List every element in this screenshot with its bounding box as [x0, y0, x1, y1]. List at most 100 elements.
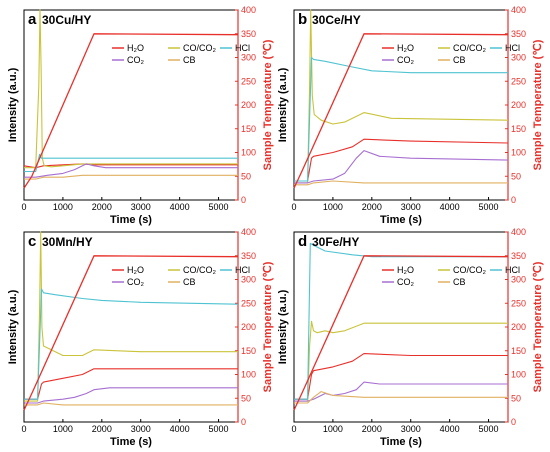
series-line-co2 [24, 387, 238, 404]
series-line-hcl [24, 288, 239, 400]
right-tick-label: 250 [511, 298, 526, 308]
right-tick-label: 150 [511, 124, 526, 134]
x-tick-label: 1000 [53, 202, 73, 212]
x-tick-label: 5000 [209, 424, 229, 434]
legend-label-co2: CO₂ [127, 55, 145, 65]
series-line-cb [24, 174, 238, 180]
series-line-co2 [294, 150, 509, 184]
right-tick-label: 100 [511, 148, 526, 158]
right-tick-label: 50 [511, 393, 521, 403]
series-line-cb [294, 180, 508, 186]
legend: H₂O CO/CO₂ HCl CO₂ CB [382, 43, 520, 65]
right-tick-label: 0 [511, 195, 516, 205]
x-axis-title: Time (s) [380, 214, 422, 226]
x-tick-label: 2000 [362, 424, 382, 434]
legend-label-coco2: CO/CO₂ [183, 265, 217, 275]
x-tick-label: 0 [291, 424, 296, 434]
panel-title: 30Ce/HY [312, 13, 361, 27]
x-tick-label: 2000 [362, 202, 382, 212]
y-axis-title-left: Intensity (a.u.) [277, 289, 289, 364]
legend-label-co2: CO₂ [397, 277, 415, 287]
series-line-h2o [294, 353, 508, 400]
panel-letter: d [298, 233, 307, 250]
x-tick-label: 3000 [131, 202, 151, 212]
y-axis-title-left: Intensity (a.u.) [7, 289, 19, 364]
x-tick-label: 1000 [323, 202, 343, 212]
series-line-coco2 [24, 231, 238, 402]
right-tick-label: 200 [241, 100, 256, 110]
series-line-temperature [23, 33, 239, 189]
x-tick-label: 4000 [440, 202, 460, 212]
x-tick-label: 2000 [92, 424, 112, 434]
right-tick-label: 300 [241, 53, 256, 63]
x-tick-label: 4000 [170, 202, 190, 212]
x-tick-label: 5000 [479, 424, 499, 434]
right-tick-label: 400 [511, 5, 526, 15]
legend-label-h2o: H₂O [397, 43, 414, 53]
series-line-cb [24, 402, 238, 406]
y-axis-title-left: Intensity (a.u.) [277, 67, 289, 142]
x-tick-label: 4000 [170, 424, 190, 434]
series-line-h2o [24, 368, 238, 400]
legend-label-hcl: HCl [235, 43, 250, 53]
x-tick-label: 1000 [53, 424, 73, 434]
right-tick-label: 100 [511, 370, 526, 380]
x-tick-label: 4000 [440, 424, 460, 434]
legend-label-coco2: CO/CO₂ [453, 43, 487, 53]
legend-label-cb: CB [183, 277, 196, 287]
series-line-hcl [294, 242, 508, 400]
y-axis-title-right: Sample Temperature (℃) [262, 39, 274, 170]
right-tick-label: 0 [511, 417, 516, 427]
legend-label-coco2: CO/CO₂ [183, 43, 217, 53]
right-tick-label: 200 [241, 322, 256, 332]
series-line-cb [294, 391, 508, 404]
right-tick-label: 350 [511, 29, 526, 39]
x-tick-label: 3000 [401, 424, 421, 434]
right-tick-label: 0 [241, 195, 246, 205]
right-tick-label: 350 [241, 251, 256, 261]
right-tick-label: 300 [241, 275, 256, 285]
right-tick-label: 400 [241, 227, 256, 237]
legend-label-h2o: H₂O [127, 43, 144, 53]
panel-letter: c [28, 233, 36, 250]
series-line-coco2 [294, 9, 509, 184]
series-line-coco2 [24, 9, 238, 169]
series-line-temperature [23, 255, 239, 411]
right-tick-label: 400 [241, 5, 256, 15]
right-tick-label: 150 [511, 346, 526, 356]
series-line-temperature [293, 255, 509, 411]
right-tick-label: 50 [511, 171, 521, 181]
legend: H₂O CO/CO₂ HCl CO₂ CB [112, 43, 250, 65]
right-tick-label: 250 [241, 298, 256, 308]
series-line-h2o [294, 138, 509, 182]
legend-label-h2o: H₂O [397, 265, 414, 275]
right-tick-label: 100 [241, 370, 256, 380]
y-axis-title-right: Sample Temperature (℃) [532, 261, 544, 392]
series-line-temperature [293, 33, 509, 189]
x-axis-title: Time (s) [110, 436, 152, 448]
right-tick-label: 300 [511, 275, 526, 285]
right-tick-label: 100 [241, 148, 256, 158]
chart-panel-a: 0 1000 2000 3000 4000 5000 0 50 100 150 200 250 300 3… [7, 5, 274, 226]
right-tick-label: 0 [241, 417, 246, 427]
x-axis-title: Time (s) [380, 436, 422, 448]
legend: H₂O CO/CO₂ HCl CO₂ CB [382, 265, 520, 287]
panel-title: 30Mn/HY [42, 235, 93, 249]
right-tick-label: 400 [511, 227, 526, 237]
panel-letter: b [298, 11, 307, 28]
series-line-coco2 [294, 320, 508, 402]
plot-frame [23, 231, 239, 423]
series-line-h2o [23, 163, 238, 169]
x-tick-label: 2000 [92, 202, 112, 212]
legend-label-h2o: H₂O [127, 265, 144, 275]
legend-label-hcl: HCl [505, 265, 520, 275]
legend-label-cb: CB [453, 277, 466, 287]
y-axis-title-right: Sample Temperature (℃) [262, 261, 274, 392]
legend: H₂O CO/CO₂ HCl CO₂ CB [112, 265, 250, 287]
plot-frame [293, 9, 509, 201]
x-tick-label: 0 [291, 202, 296, 212]
right-tick-label: 350 [511, 251, 526, 261]
legend-label-co2: CO₂ [127, 277, 145, 287]
x-tick-label: 5000 [479, 202, 499, 212]
x-tick-label: 3000 [401, 202, 421, 212]
